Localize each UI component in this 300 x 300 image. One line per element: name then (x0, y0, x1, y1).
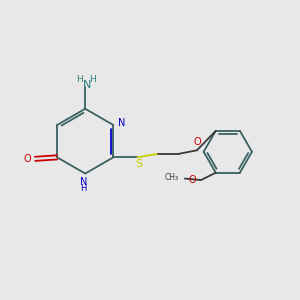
Text: N: N (80, 177, 87, 188)
Text: S: S (135, 159, 142, 169)
Text: H: H (76, 75, 83, 84)
Text: H: H (89, 75, 96, 84)
Text: CH₃: CH₃ (164, 172, 178, 182)
Text: O: O (189, 175, 196, 185)
Text: O: O (24, 154, 32, 164)
Text: N: N (82, 80, 91, 90)
Text: N: N (118, 118, 125, 128)
Text: H: H (81, 184, 87, 194)
Text: O: O (194, 137, 201, 147)
